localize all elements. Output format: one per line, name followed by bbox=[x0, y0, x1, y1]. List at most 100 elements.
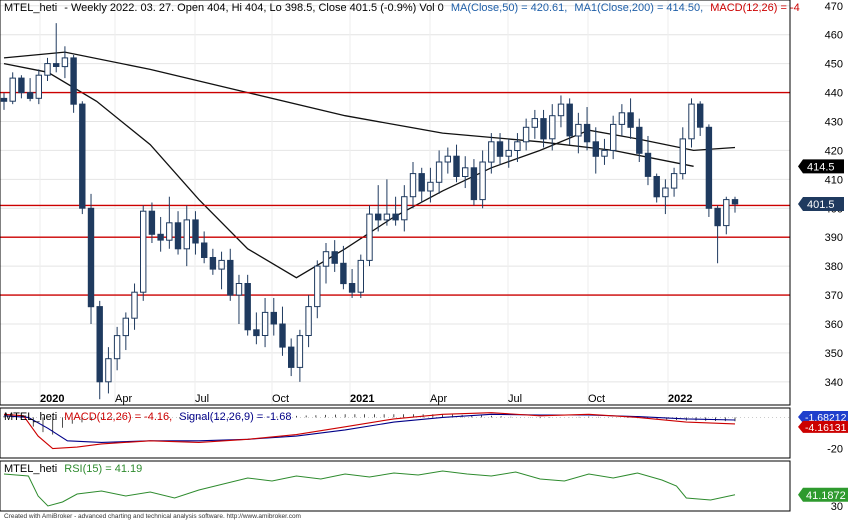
candle-body bbox=[105, 358, 112, 383]
candle-body bbox=[444, 155, 452, 163]
candle-body bbox=[462, 167, 469, 178]
ma200-line bbox=[3, 51, 694, 167]
rsi-badge-shape bbox=[798, 487, 848, 502]
rsi-badges: 41.1872 bbox=[798, 487, 848, 502]
macd-badges: -1.68212-4.16131 bbox=[798, 411, 848, 434]
candle-body bbox=[157, 233, 164, 241]
candle-body bbox=[70, 57, 77, 105]
candle-body bbox=[531, 118, 538, 128]
candle-body bbox=[131, 291, 138, 319]
macd-panel[interactable]: -20 -1.68212-4.16131 MTEL_heti MACD(12,2… bbox=[0, 407, 848, 459]
rsi-tick-label: 30 bbox=[831, 501, 843, 513]
ma50-label: MA(Close,50) = 420.61, bbox=[451, 2, 567, 14]
candle-body bbox=[453, 155, 460, 177]
candle-body bbox=[409, 173, 417, 198]
ma200-label: MA1(Close,200) = 414.50, bbox=[574, 2, 703, 14]
candle-body bbox=[496, 141, 504, 157]
rsi-badge: 41.1872 bbox=[798, 487, 848, 502]
price-tick-label: 380 bbox=[825, 261, 843, 273]
candle-body bbox=[261, 311, 269, 336]
price-tick-label: 450 bbox=[825, 59, 843, 71]
rsi-line bbox=[3, 470, 736, 507]
candle-body bbox=[218, 259, 225, 270]
macd-tick-label: -20 bbox=[827, 444, 843, 456]
candle-body bbox=[479, 161, 486, 201]
candle-body bbox=[96, 306, 103, 383]
candle-body bbox=[714, 207, 721, 227]
candlesticks bbox=[0, 23, 739, 400]
main-info: - Weekly 2022. 03. 27. Open 404, Hi 404,… bbox=[64, 2, 444, 14]
footer-credit: Created with AmiBroker - advanced charti… bbox=[4, 513, 301, 520]
candle-body bbox=[653, 176, 660, 198]
candle-body bbox=[235, 283, 243, 296]
candle-body bbox=[723, 199, 730, 227]
candle-body bbox=[192, 219, 199, 244]
candle-body bbox=[435, 161, 443, 183]
candle-body bbox=[148, 210, 156, 235]
time-tick-label: Jul bbox=[195, 393, 209, 405]
candle-body bbox=[731, 199, 739, 205]
candle-body bbox=[418, 173, 425, 192]
candle-body bbox=[522, 126, 530, 143]
rsi-panel[interactable]: 30 41.1872 MTEL_heti RSI(15) = 41.19 bbox=[0, 460, 848, 513]
macd-badge-shape bbox=[798, 420, 848, 433]
candle-body bbox=[627, 112, 634, 128]
candle-body bbox=[253, 329, 260, 337]
candle-body bbox=[296, 335, 304, 368]
candle-body bbox=[26, 92, 34, 99]
candle-body bbox=[270, 311, 278, 325]
macd-ticker: MTEL_heti bbox=[4, 411, 57, 423]
candle-body bbox=[383, 213, 391, 221]
macd-header: MTEL_heti MACD(12,26) = -4.16, Signal(12… bbox=[4, 411, 291, 423]
candle-body bbox=[314, 265, 321, 308]
candle-body bbox=[670, 173, 678, 189]
price-badges: 414.5 401.5 bbox=[798, 159, 844, 211]
candle-body bbox=[636, 126, 643, 154]
candle-body bbox=[0, 97, 8, 102]
candle-body bbox=[87, 207, 95, 308]
candle-body bbox=[566, 103, 573, 137]
time-tick-label: 2022 bbox=[668, 393, 692, 405]
candle-body bbox=[79, 103, 86, 209]
price-axis: 3403503603703803904004104204304404504604… bbox=[825, 1, 843, 389]
macd-header-label: MACD(12,26) = -4 bbox=[710, 2, 800, 14]
rsi-ticker: MTEL_heti bbox=[4, 463, 57, 475]
macd-lines bbox=[3, 412, 736, 450]
candle-body bbox=[340, 262, 347, 285]
candle-body bbox=[583, 123, 591, 143]
time-axis: 2020 Apr Jul Oct 2021 Apr Jul Oct 2022 bbox=[40, 393, 692, 405]
candle-body bbox=[122, 317, 129, 337]
main-price-panel[interactable]: 3403503603703803904004104204304404504604… bbox=[0, 0, 844, 406]
candle-body bbox=[288, 346, 295, 368]
candle-body bbox=[392, 213, 399, 221]
price-tick-label: 340 bbox=[825, 377, 843, 389]
time-tick-label: Apr bbox=[430, 393, 447, 405]
price-tick-label: 360 bbox=[825, 319, 843, 331]
time-tick-label: Apr bbox=[115, 393, 132, 405]
price-tick-label: 440 bbox=[825, 88, 843, 100]
candle-body bbox=[348, 283, 356, 293]
candle-body bbox=[644, 152, 652, 177]
candle-body bbox=[322, 251, 330, 267]
candle-body bbox=[514, 141, 521, 152]
macd-badge-shape bbox=[798, 411, 848, 423]
macd-badge: -4.16131 bbox=[798, 420, 848, 434]
candle-body bbox=[697, 103, 704, 128]
price-badge-text: 414.5 bbox=[807, 161, 835, 173]
price-badge-shape bbox=[798, 159, 844, 174]
time-tick-label: Jul bbox=[508, 393, 522, 405]
main-header: MTEL_heti - Weekly 2022. 03. 27. Open 40… bbox=[4, 2, 800, 14]
time-tick-label: Oct bbox=[272, 393, 289, 405]
candle-body bbox=[662, 187, 669, 198]
candle-body bbox=[557, 103, 565, 117]
signal-value-label: Signal(12,26,9) = -1.68 bbox=[179, 411, 291, 423]
candle-body bbox=[549, 115, 556, 140]
price-tick-label: 470 bbox=[825, 1, 843, 13]
candle-body bbox=[305, 306, 312, 337]
candle-body bbox=[488, 141, 495, 163]
price-badge: 414.5 bbox=[798, 159, 844, 174]
candle-body bbox=[331, 251, 338, 264]
price-tick-label: 390 bbox=[825, 232, 843, 244]
price-tick-label: 370 bbox=[825, 290, 843, 302]
